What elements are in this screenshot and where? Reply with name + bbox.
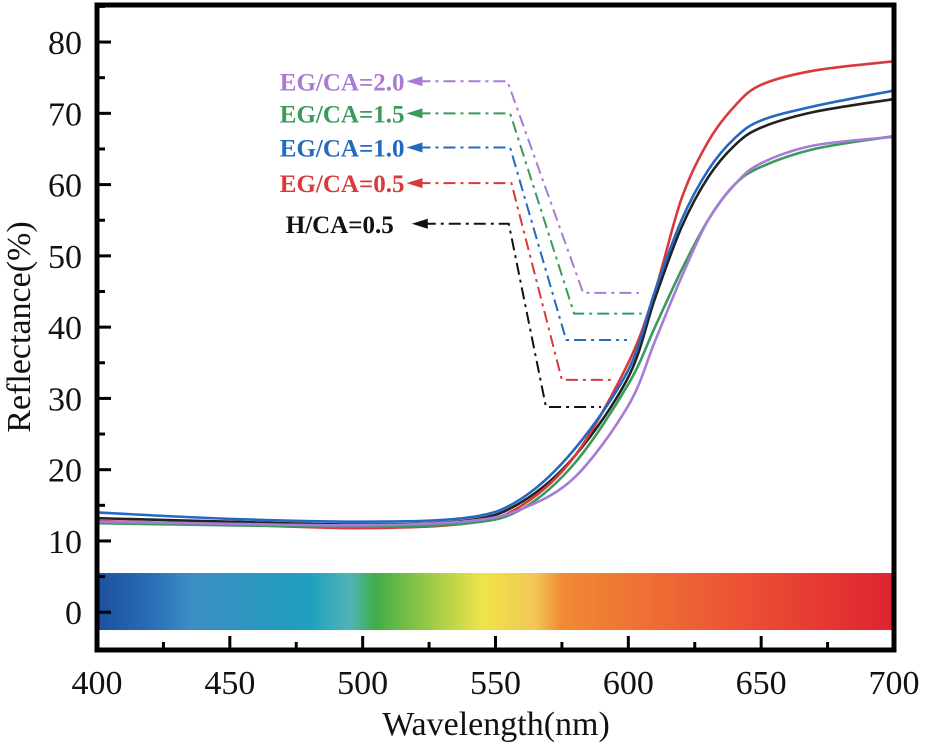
annotation-label: EG/CA=1.5	[280, 101, 405, 128]
annotation-label: EG/CA=2.0	[280, 69, 405, 96]
y-tick-label: 10	[48, 524, 82, 561]
visible-spectrum-bar	[97, 573, 894, 631]
x-tick-label: 550	[470, 665, 521, 702]
series-line-eg-ca-2-0	[96, 135, 895, 527]
x-tick-label: 450	[204, 665, 255, 702]
y-tick-label: 30	[48, 381, 82, 418]
y-axis-label: Reflectance(%)	[1, 221, 38, 432]
annotation-leader-line	[418, 112, 642, 315]
series-line-eg-ca-1-5	[96, 134, 895, 529]
series-line-h-ca-0-5	[96, 97, 895, 526]
x-tick-label: 600	[603, 665, 654, 702]
arrow-left-icon	[406, 108, 423, 119]
series-line-eg-ca-0-5	[96, 60, 895, 530]
series-line-eg-ca-1-0	[96, 89, 895, 524]
x-axis-label: Wavelength(nm)	[382, 706, 610, 743]
y-tick-label: 0	[65, 595, 82, 632]
annotation-label: EG/CA=1.0	[280, 136, 405, 163]
y-tick-label: 80	[48, 25, 82, 62]
arrow-left-icon	[406, 178, 423, 189]
x-tick-label: 650	[736, 665, 787, 702]
annotation-leader-line	[418, 80, 639, 294]
y-tick-label: 60	[48, 168, 82, 205]
annotation-label: EG/CA=0.5	[280, 171, 405, 198]
annotation-label: H/CA=0.5	[286, 212, 394, 239]
y-tick-label: 50	[48, 239, 82, 276]
arrow-left-icon	[411, 218, 428, 229]
x-tick-label: 700	[869, 665, 920, 702]
arrow-left-icon	[406, 76, 423, 87]
y-tick-label: 20	[48, 453, 82, 490]
y-tick-label: 40	[48, 310, 82, 347]
x-tick-label: 400	[72, 665, 123, 702]
annotation-leader-line	[418, 182, 614, 381]
x-tick-label: 500	[337, 665, 388, 702]
annotation-leader-line	[423, 222, 601, 408]
y-tick-label: 70	[48, 96, 82, 133]
plot-frame	[94, 2, 897, 653]
arrow-left-icon	[406, 142, 423, 153]
annotation-leader-line	[418, 146, 628, 341]
